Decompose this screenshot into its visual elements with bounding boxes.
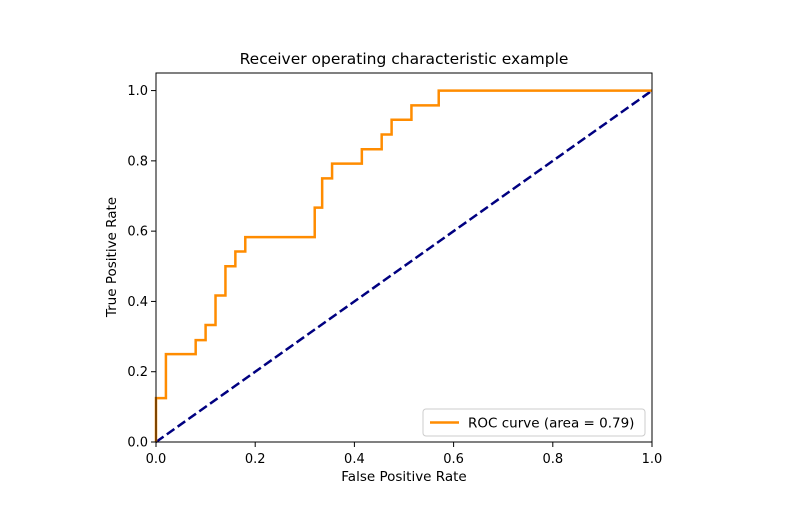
x-tick-label: 0.2	[245, 452, 266, 467]
y-tick-label: 0.2	[127, 365, 148, 380]
ticks-layer: 0.0 0.2 0.4 0.6 0.8 1.0 0.0 0.2 0.4 0.6 0.8 1.0	[127, 84, 662, 467]
x-tick-label: 0.4	[344, 452, 365, 467]
y-tick-label: 0.8	[127, 154, 148, 169]
x-axis-label: False Positive Rate	[341, 469, 466, 485]
y-tick-label: 1.0	[127, 84, 148, 99]
plot-background	[156, 73, 652, 442]
y-axis-label: True Positive Rate	[104, 197, 120, 318]
chart-title: Receiver operating characteristic exampl…	[240, 50, 569, 68]
y-tick-label: 0.4	[127, 295, 148, 310]
y-tick-label: 0.6	[127, 225, 148, 240]
x-tick-label: 0.0	[146, 452, 167, 467]
chance-diagonal-line	[155, 89, 653, 444]
y-tick-label: 0.0	[127, 436, 148, 451]
series-layer	[154, 89, 653, 444]
legend: ROC curve (area = 0.79)	[422, 408, 646, 437]
legend-box	[422, 408, 646, 437]
x-tick-label: 0.8	[542, 452, 563, 467]
x-tick-label: 0.6	[443, 452, 464, 467]
legend-label-roc-curve: ROC curve (area = 0.79)	[468, 416, 634, 432]
x-tick-label: 1.0	[642, 452, 663, 467]
plot-frame	[155, 72, 653, 443]
roc-curve-line	[154, 89, 652, 442]
